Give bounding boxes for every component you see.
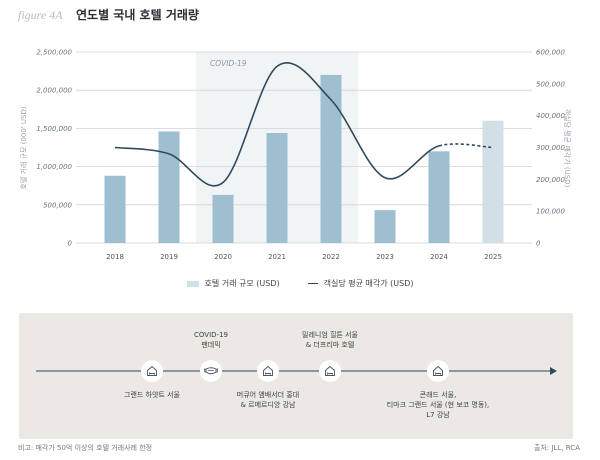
y-tick-right: 200,000	[536, 176, 565, 184]
timeline-label-millennium: 밀레니엄 힐튼 서울 & 더프리마 호텔	[302, 331, 358, 349]
covid-annotation-label: COVID-19	[210, 59, 247, 68]
y-tick-right: 400,000	[536, 112, 565, 120]
legend-line-swatch	[307, 282, 318, 285]
bar-2025	[482, 120, 504, 243]
hotel-icon	[147, 365, 157, 376]
y-tick-left: 0	[68, 240, 73, 248]
y-tick-right: 0	[536, 240, 541, 248]
combo-chart: COVID-19 0 500,000 1,000,000 1,500,000 2,000…	[19, 49, 572, 262]
legend: 호텔 거래 규모 (USD) 객실당 평균 매각가 (USD)	[0, 278, 600, 289]
y-tick-left: 2,500,000	[36, 49, 72, 57]
x-tick-2021: 2021	[268, 253, 286, 261]
hotel-icon	[325, 365, 335, 376]
legend-item-line: 객실당 평균 매각가 (USD)	[307, 278, 414, 289]
legend-bar-label: 호텔 거래 규모 (USD)	[204, 279, 280, 288]
y-axis-left-title: 호텔 거래 규모 (000' USD)	[19, 106, 28, 190]
y-tick-left: 1,500,000	[36, 125, 72, 133]
timeline-label-conrad: 콘래드 서울, 티마크 그랜드 서울 (현 보코 명동), L7 강남	[386, 391, 490, 419]
x-tick-2018: 2018	[106, 253, 124, 261]
legend-bar-swatch	[186, 280, 199, 287]
timeline-label-covid: COVID-19 팬데믹	[194, 331, 228, 349]
source-note: 출처: JLL, RCA	[534, 444, 580, 452]
bar-2024	[428, 151, 450, 243]
timeline-axis	[36, 370, 552, 372]
bar-2022	[320, 74, 342, 243]
timeline-node-1	[141, 360, 163, 382]
bar-2021	[266, 132, 288, 243]
x-tick-2024: 2024	[430, 253, 448, 261]
y-tick-left: 500,000	[43, 201, 72, 209]
hotel-icon	[433, 365, 443, 376]
figure-label: figure 4A	[18, 8, 63, 22]
y-tick-right: 600,000	[536, 49, 565, 57]
timeline-label-mercure: 머큐어 앰배서더 홍대 & 르메르디앙 강남	[236, 391, 300, 409]
x-tick-2020: 2020	[214, 253, 232, 261]
bar-2023	[374, 210, 396, 243]
legend-line-label: 객실당 평균 매각가 (USD)	[323, 279, 414, 288]
x-tick-2023: 2023	[376, 253, 394, 261]
bar-2019	[158, 131, 180, 243]
line-series-projected	[438, 143, 494, 149]
y-tick-left: 1,000,000	[36, 163, 72, 171]
x-tick-2019: 2019	[160, 253, 178, 261]
y-axis-right-title: 객실당 평균 매각가 (USD)	[563, 109, 572, 188]
bar-2018	[104, 175, 126, 243]
y-tick-right: 100,000	[536, 208, 565, 216]
y-tick-right: 300,000	[536, 144, 565, 152]
mask-icon	[204, 367, 218, 375]
legend-item-bar: 호텔 거래 규모 (USD)	[186, 278, 280, 289]
footnote: 비고: 매각가 50억 이상의 호텔 거래사례 한정	[18, 444, 153, 452]
timeline-node-4	[319, 360, 341, 382]
x-tick-2022: 2022	[322, 253, 340, 261]
y-tick-left: 2,000,000	[36, 87, 72, 95]
timeline-node-5	[427, 360, 449, 382]
x-tick-2025: 2025	[484, 253, 502, 261]
bar-2020	[212, 194, 234, 243]
timeline-panel: 그랜드 하얏트 서울 COVID-19 팬데믹 머큐어 앰배서더 홍대 & 르메…	[19, 313, 573, 439]
timeline-node-3	[257, 360, 279, 382]
timeline-node-2	[200, 360, 222, 382]
chart-title: 연도별 국내 호텔 거래량	[76, 8, 199, 22]
line-series-solid	[114, 61, 440, 187]
y-tick-right: 500,000	[536, 80, 565, 88]
hotel-icon	[263, 365, 273, 376]
timeline-label-grand-hyatt: 그랜드 하얏트 서울	[124, 391, 180, 399]
timeline-arrow-icon	[550, 367, 557, 375]
